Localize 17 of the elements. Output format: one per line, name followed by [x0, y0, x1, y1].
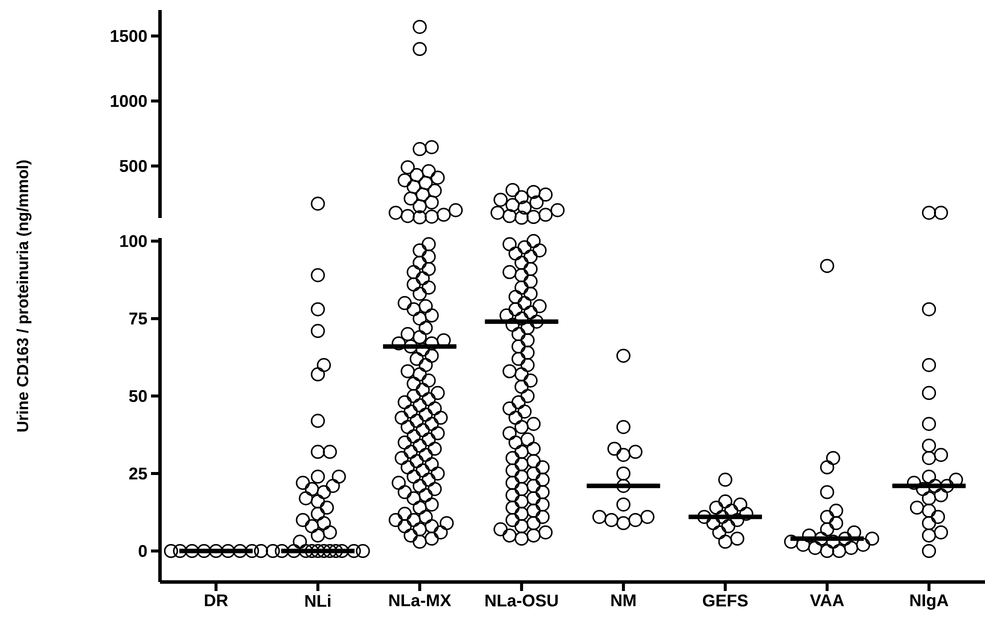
y-tick-label: 75 [129, 312, 148, 324]
y-tick-label: 1500 [110, 30, 147, 42]
y-axis-title: Urine CD163 / proteinuria (ng/mmol) [16, 160, 32, 432]
y-tick-label: 100 [120, 235, 147, 248]
y-tick-label: 25 [129, 468, 148, 480]
x-tick-label: NM [611, 594, 636, 606]
x-tick-label: NLa-OSU [486, 594, 558, 607]
x-tick-label: GEFS [702, 594, 748, 607]
x-tick-label: VAA [810, 594, 844, 606]
y-tick-label: 0 [138, 545, 147, 558]
x-tick-label: NLa-MX [389, 594, 452, 606]
x-tick-label: NLi [305, 594, 330, 607]
y-tick-label: 500 [120, 160, 147, 172]
y-tick-label: 50 [129, 390, 147, 402]
y-tick-label: 1000 [110, 94, 147, 107]
x-tick-label: DR [204, 594, 228, 606]
x-tick-label: NIgA [910, 594, 948, 610]
